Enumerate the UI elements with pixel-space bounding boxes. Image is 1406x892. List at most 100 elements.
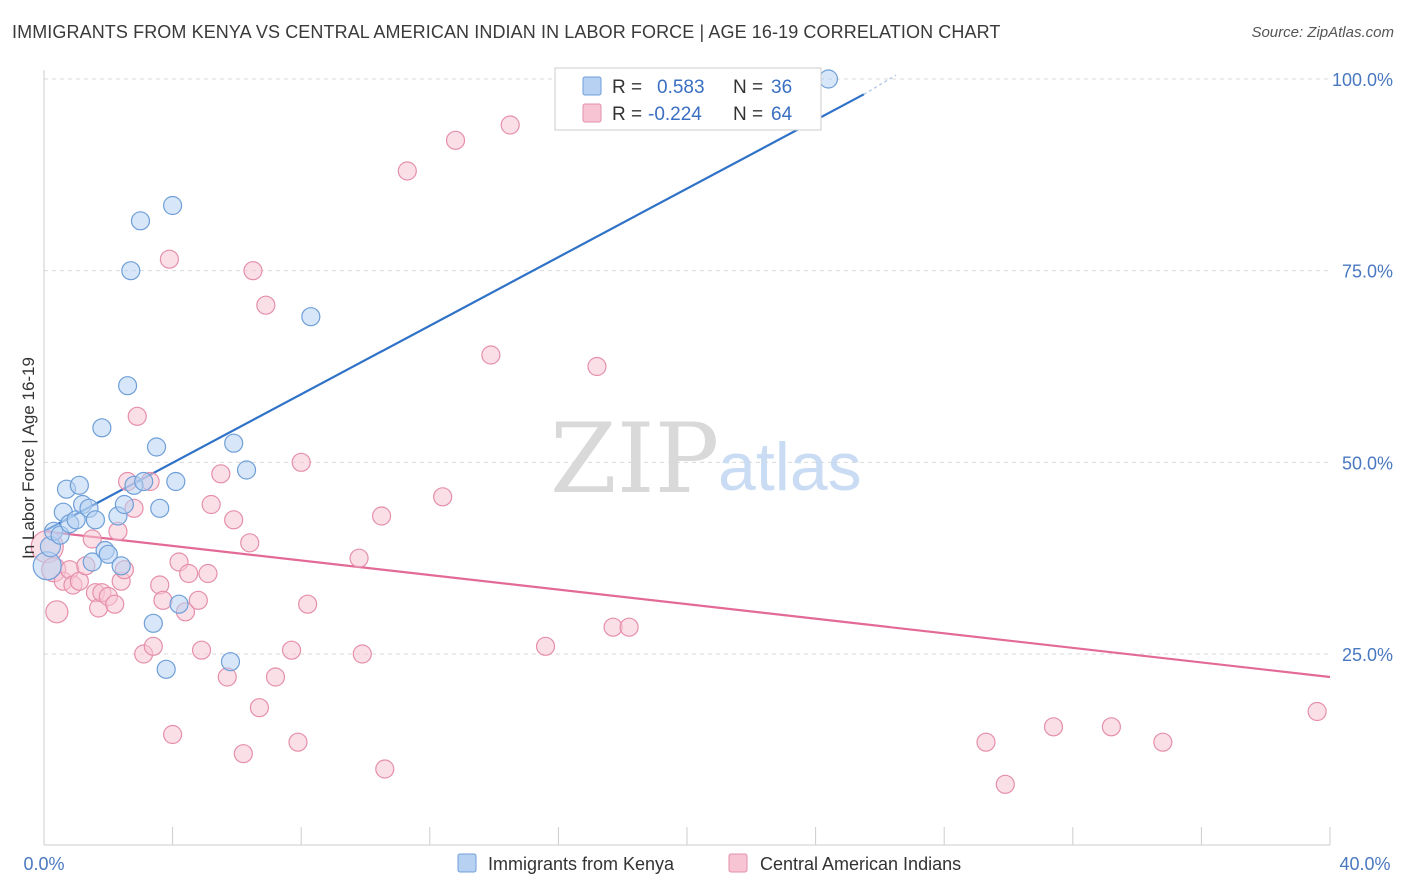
point-cai-46 xyxy=(298,594,318,614)
trend-line-extension-0 xyxy=(863,74,897,95)
point-cai-54 xyxy=(481,345,501,365)
point-kenya-29 xyxy=(166,471,186,492)
watermark-zip: ZIP xyxy=(550,403,719,515)
trend-line-1 xyxy=(43,530,1331,679)
watermark: ZIP atlas xyxy=(550,403,862,515)
grid-lines xyxy=(44,78,1330,655)
bottom-legend: Immigrants from Kenya Central American I… xyxy=(457,853,961,874)
legend-box: R = 0.583 N = 36 R = -0.224 N = 64 xyxy=(554,67,822,131)
point-cai-53 xyxy=(445,130,466,150)
point-kenya-13 xyxy=(92,418,112,438)
point-kenya-28 xyxy=(163,195,183,216)
point-cai-24 xyxy=(153,590,173,610)
bottom-legend-label-cai: Central American Indians xyxy=(760,854,961,874)
point-kenya-15 xyxy=(98,544,118,564)
legend-r-value-cai: -0.224 xyxy=(648,104,702,125)
x-tick-label-min: 0.0% xyxy=(23,854,64,874)
point-cai-59 xyxy=(619,617,639,637)
bottom-legend-swatch-kenya xyxy=(457,853,477,873)
point-cai-58 xyxy=(603,617,623,637)
point-cai-62 xyxy=(1043,717,1064,737)
y-axis-label: In Labor Force | Age 16-19 xyxy=(19,357,38,559)
point-kenya-17 xyxy=(111,556,131,576)
point-cai-61 xyxy=(995,774,1015,794)
point-kenya-32 xyxy=(224,433,244,453)
point-kenya-22 xyxy=(130,211,151,231)
point-cai-25 xyxy=(159,249,179,269)
point-kenya-18 xyxy=(114,494,134,515)
point-cai-2 xyxy=(45,600,69,624)
point-cai-39 xyxy=(243,261,263,281)
y-tick-label-100: 100.0% xyxy=(1332,70,1393,90)
point-cai-64 xyxy=(1153,732,1173,752)
y-tick-label-25: 25.0% xyxy=(1342,645,1393,665)
point-cai-34 xyxy=(211,464,231,484)
point-kenya-11 xyxy=(82,552,102,572)
point-cai-60 xyxy=(976,732,996,752)
point-kenya-26 xyxy=(150,498,170,518)
point-cai-57 xyxy=(587,356,607,377)
point-kenya-19 xyxy=(117,376,138,396)
point-cai-31 xyxy=(191,640,212,660)
legend-swatch-kenya xyxy=(582,76,602,96)
point-cai-48 xyxy=(352,644,372,664)
point-cai-41 xyxy=(256,295,276,315)
point-cai-33 xyxy=(201,494,221,515)
point-kenya-24 xyxy=(143,613,163,633)
point-cai-47 xyxy=(349,548,369,568)
point-cai-36 xyxy=(224,510,244,530)
point-cai-38 xyxy=(240,533,260,553)
point-kenya-25 xyxy=(146,437,167,457)
point-cai-65 xyxy=(1307,701,1327,722)
point-kenya-12 xyxy=(85,510,106,530)
y-tick-label-75: 75.0% xyxy=(1342,262,1393,282)
y-tick-labels: 25.0% 50.0% 75.0% 100.0% xyxy=(1332,70,1393,665)
legend-swatch-cai xyxy=(582,103,602,123)
point-cai-50 xyxy=(375,759,395,779)
x-tick-label-max: 40.0% xyxy=(1339,854,1390,874)
bottom-legend-label-kenya: Immigrants from Kenya xyxy=(488,854,675,874)
point-cai-37 xyxy=(233,744,253,764)
point-cai-52 xyxy=(433,487,453,507)
point-cai-55 xyxy=(500,115,520,135)
point-cai-44 xyxy=(288,732,308,752)
trend-lines xyxy=(43,74,1331,679)
point-kenya-27 xyxy=(156,659,176,679)
watermark-atlas: atlas xyxy=(718,429,862,505)
legend-r-value-kenya: 0.583 xyxy=(657,77,705,98)
point-cai-49 xyxy=(371,506,392,526)
legend-r-label-cai: R = xyxy=(612,104,642,125)
bottom-legend-swatch-cai xyxy=(728,853,748,873)
point-kenya-31 xyxy=(220,652,241,672)
point-cai-51 xyxy=(397,161,417,181)
legend-n-value-cai: 64 xyxy=(771,104,793,125)
point-kenya-30 xyxy=(169,594,189,614)
point-kenya-34 xyxy=(301,307,321,327)
point-cai-43 xyxy=(281,640,302,660)
y-tick-label-50: 50.0% xyxy=(1342,453,1393,473)
legend-r-label-kenya: R = xyxy=(612,77,642,98)
point-cai-30 xyxy=(188,590,208,610)
point-cai-19 xyxy=(127,406,147,426)
point-cai-40 xyxy=(249,698,270,718)
legend-n-label-kenya: N = xyxy=(733,77,763,98)
point-cai-26 xyxy=(163,724,183,745)
legend-n-label-cai: N = xyxy=(733,104,763,125)
data-points xyxy=(30,69,1327,794)
point-cai-22 xyxy=(143,636,163,656)
point-cai-45 xyxy=(291,452,311,472)
point-cai-13 xyxy=(105,594,125,614)
point-cai-63 xyxy=(1101,717,1121,737)
point-kenya-35 xyxy=(818,69,839,89)
legend-n-value-kenya: 36 xyxy=(771,77,792,98)
point-kenya-23 xyxy=(134,471,154,492)
point-kenya-8 xyxy=(69,475,89,495)
point-kenya-33 xyxy=(236,460,257,480)
point-kenya-20 xyxy=(121,261,141,281)
point-cai-32 xyxy=(198,563,218,584)
point-cai-42 xyxy=(265,667,286,687)
chart-title: IMMIGRANTS FROM KENYA VS CENTRAL AMERICA… xyxy=(12,22,1001,42)
point-cai-8 xyxy=(82,529,102,549)
point-cai-56 xyxy=(535,636,556,656)
point-cai-29 xyxy=(179,563,199,584)
